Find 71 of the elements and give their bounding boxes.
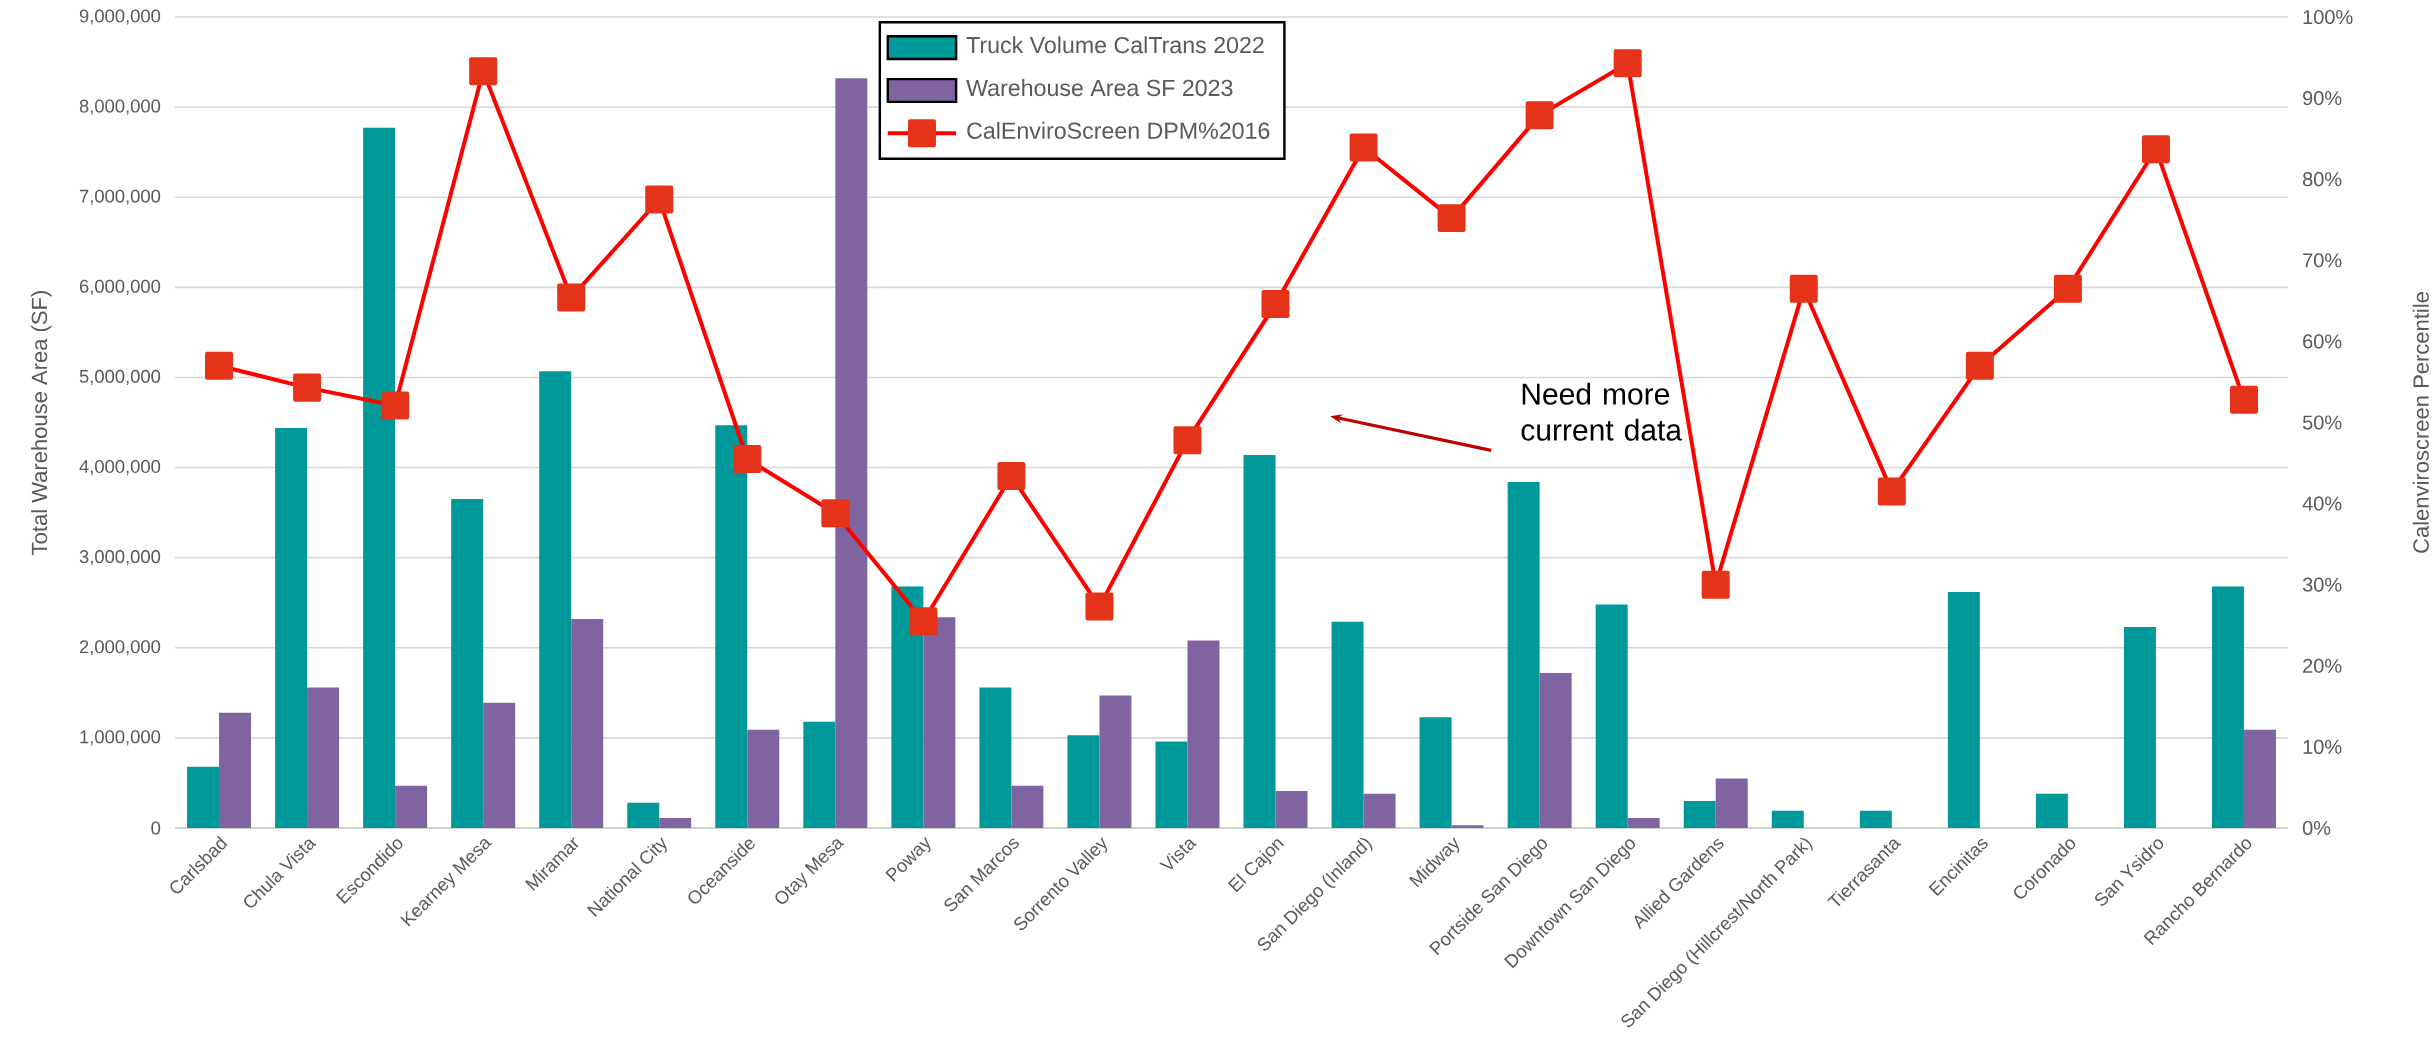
y2-tick-label: 90% <box>2303 90 2342 106</box>
bar <box>747 729 780 828</box>
bar <box>219 712 252 828</box>
bar <box>2243 729 2276 828</box>
bar <box>483 702 516 828</box>
bar <box>803 721 836 828</box>
y2-tick-label: 40% <box>2302 496 2342 511</box>
y2-tick-label: 60% <box>2303 334 2342 349</box>
y2-tick-label: 50% <box>2302 415 2342 430</box>
bar <box>363 127 396 828</box>
y-tick-label: 8,000,000 <box>79 99 161 115</box>
x-tick-label: Vista <box>1159 839 1197 870</box>
bar <box>659 818 692 828</box>
bar <box>2035 793 2068 828</box>
bar <box>451 499 484 828</box>
bar <box>1451 825 1484 828</box>
y-axis-title: Total Warehouse Area (SF) <box>31 291 52 555</box>
bar <box>539 371 572 828</box>
bar <box>1243 454 1276 828</box>
bar <box>1507 481 1540 828</box>
bar <box>1099 695 1132 828</box>
bar <box>627 802 660 828</box>
y-tick-label: 2,000,000 <box>79 640 161 656</box>
bar <box>1363 793 1396 828</box>
bar <box>1011 785 1044 828</box>
legend-label: CalEnviroScreen DPM%2016 <box>967 121 1270 139</box>
bar <box>835 78 868 828</box>
y-tick-label: 6,000,000 <box>79 279 161 295</box>
legend-label: Truck Volume CalTrans 2022 <box>966 36 1264 54</box>
bar <box>1419 717 1452 828</box>
y-tick-label: 5,000,000 <box>79 369 161 386</box>
bar <box>1067 735 1100 828</box>
bar <box>187 766 220 828</box>
bar <box>1595 604 1628 828</box>
bar <box>1331 621 1364 828</box>
y-tick-label: 9,000,000 <box>79 9 161 25</box>
y-tick-label: 3,000,000 <box>79 550 161 566</box>
bar <box>1947 591 1980 828</box>
y2-tick-label: 80% <box>2303 172 2342 187</box>
bar <box>923 617 956 828</box>
bar <box>2123 627 2156 828</box>
y2-tick-label: 70% <box>2303 253 2342 268</box>
y-tick-label: 0 <box>151 821 161 835</box>
bar <box>2211 586 2244 828</box>
bar <box>307 687 340 828</box>
bar <box>571 618 604 828</box>
y-tick-label: 4,000,000 <box>79 459 161 476</box>
y2-tick-label: 30% <box>2302 577 2342 592</box>
bar <box>1627 818 1660 828</box>
bar <box>1275 791 1308 828</box>
y2-tick-label: 0% <box>2302 820 2331 836</box>
bar <box>1155 741 1188 828</box>
bar <box>1715 778 1748 828</box>
annotation: Need more current data <box>1521 382 1683 441</box>
y2-axis-title: Calenviroscreen Percentile <box>2412 292 2429 553</box>
bar <box>1539 673 1572 828</box>
y-tick-label: 1,000,000 <box>80 730 161 746</box>
bar <box>979 687 1012 828</box>
y2-tick-label: 10% <box>2303 739 2342 754</box>
y2-tick-label: 20% <box>2303 658 2342 673</box>
bar <box>715 425 748 828</box>
bar <box>1683 800 1716 828</box>
y-tick-label: 7,000,000 <box>79 189 161 205</box>
legend-label: Warehouse Area SF 2023 <box>966 79 1233 97</box>
bar <box>1187 640 1220 828</box>
bar <box>1771 810 1804 828</box>
bar <box>1859 810 1892 828</box>
y2-tick-label: 100% <box>2303 9 2353 25</box>
bar <box>891 586 924 828</box>
bar <box>275 427 308 828</box>
bar <box>395 785 428 828</box>
